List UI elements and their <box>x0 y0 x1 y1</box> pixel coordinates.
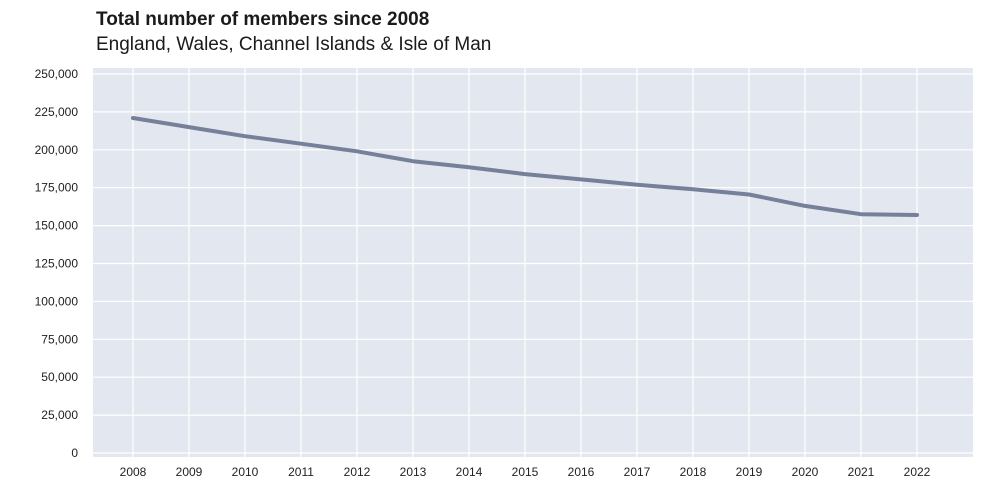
y-tick-label: 150,000 <box>35 219 79 233</box>
chart-title: Total number of members since 2008 <box>96 9 430 30</box>
y-tick-label: 75,000 <box>41 332 78 346</box>
x-tick-label: 2010 <box>232 465 259 479</box>
x-tick-label: 2013 <box>400 465 427 479</box>
y-tick-label: 50,000 <box>41 370 78 384</box>
plot-area <box>93 68 973 457</box>
x-tick-label: 2021 <box>848 465 875 479</box>
y-tick-label: 225,000 <box>35 105 79 119</box>
series-line <box>131 116 919 217</box>
y-tick-label: 125,000 <box>35 257 79 271</box>
x-tick-label: 2020 <box>792 465 819 479</box>
x-tick-label: 2017 <box>624 465 651 479</box>
y-tick-label: 175,000 <box>35 181 79 195</box>
x-tick-label: 2019 <box>736 465 763 479</box>
x-tick-label: 2008 <box>120 465 147 479</box>
x-tick-label: 2012 <box>344 465 371 479</box>
x-tick-label: 2015 <box>512 465 539 479</box>
x-tick-label: 2016 <box>568 465 595 479</box>
y-tick-label: 100,000 <box>35 294 79 308</box>
y-tick-label: 200,000 <box>35 143 79 157</box>
x-tick-label: 2018 <box>680 465 707 479</box>
chart-subtitle: England, Wales, Channel Islands & Isle o… <box>96 34 492 55</box>
x-tick-label: 2011 <box>288 465 314 479</box>
x-tick-label: 2022 <box>904 465 931 479</box>
y-tick-label: 25,000 <box>41 408 78 422</box>
x-tick-label: 2009 <box>176 465 203 479</box>
y-tick-label: 0 <box>71 446 78 460</box>
y-tick-label: 250,000 <box>35 67 79 81</box>
x-tick-label: 2014 <box>456 465 483 479</box>
